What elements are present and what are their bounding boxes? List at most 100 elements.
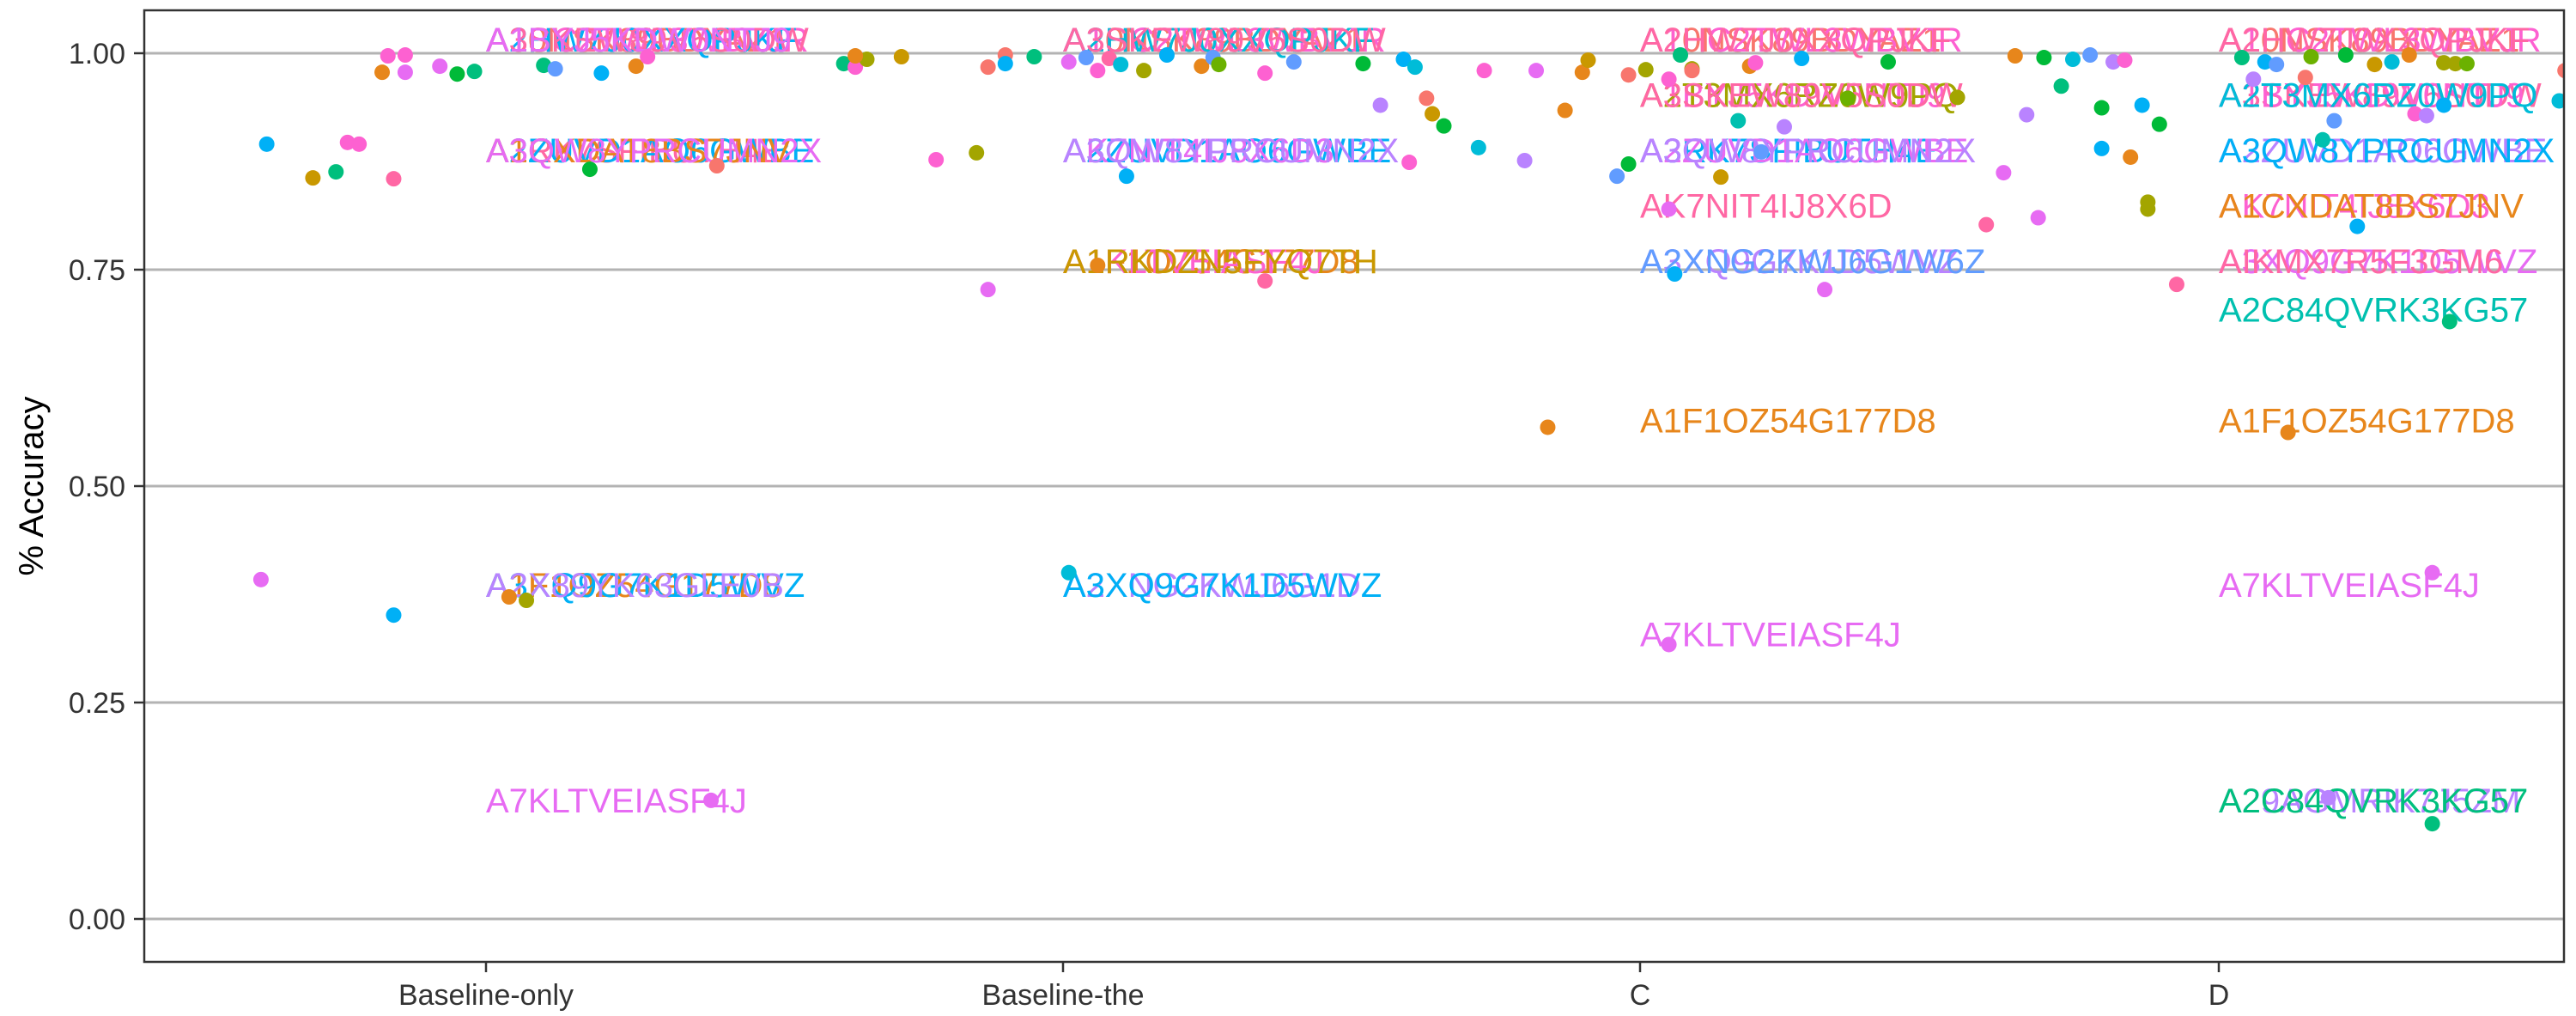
data-point (1978, 216, 1995, 233)
data-point (893, 49, 909, 65)
data-point (2401, 47, 2417, 64)
outlier-label: A1BYJ5KDW0NTJ9 (486, 21, 792, 59)
data-point (1211, 57, 1227, 73)
data-point (1667, 266, 1683, 283)
data-point (1516, 152, 1533, 168)
data-point (1285, 54, 1302, 70)
data-point (1540, 419, 1556, 435)
data-point (1949, 89, 1965, 106)
data-point (2117, 52, 2133, 69)
data-point (386, 171, 402, 187)
data-point (2303, 49, 2319, 65)
data-point (501, 589, 517, 605)
data-point (380, 48, 396, 64)
data-point (980, 282, 996, 298)
data-point (2320, 789, 2336, 806)
y-axis-title: % Accuracy (13, 397, 51, 576)
data-point (2245, 71, 2262, 88)
data-point (2384, 54, 2400, 70)
outlier-label: AK7NIT4IJ8X6D (1640, 187, 1892, 225)
data-point (1060, 564, 1077, 581)
data-points (252, 47, 2564, 832)
data-point (1620, 156, 1637, 173)
data-point (1372, 97, 1388, 113)
outlier-label: A3XQ9G7K1D5WVZ (1640, 243, 1959, 281)
data-point (1609, 168, 1625, 185)
data-point (2019, 106, 2035, 123)
data-point (1194, 58, 1210, 75)
data-point (1684, 63, 1700, 79)
outlier-label: A1RKDZN5FYQ7TH (1063, 243, 1378, 281)
x-tick-label: D (2208, 979, 2230, 1012)
data-point (1996, 165, 2012, 181)
data-point (2269, 57, 2285, 73)
outlier-label: A3XQ9G7K1D5WVZ (486, 567, 805, 605)
data-point (2418, 107, 2434, 124)
data-point (1794, 51, 1810, 67)
outlier-label: A2X89YK63GLE0B (486, 567, 784, 605)
data-point (1078, 50, 1094, 66)
data-point (1839, 90, 1856, 106)
data-point (1090, 257, 1106, 273)
outlier-label: A2HW7J0XXQPJKF (2219, 21, 2530, 59)
outlier-label: A2C84QVRK3KG57 (2219, 782, 2528, 820)
outlier-label: A3XQ9G7K1D5WVZ (1063, 567, 1382, 605)
data-point (1118, 168, 1134, 185)
outlier-label: A1HC2TWL3WBVJR (1063, 21, 1386, 59)
outlier-label: A29AGMRIK7J5ZM (2219, 782, 2520, 820)
data-point (252, 571, 269, 587)
data-point (1419, 90, 1435, 106)
x-tick-label: Baseline-the (981, 979, 1144, 1012)
data-point (2407, 106, 2423, 122)
data-point (2557, 63, 2564, 79)
data-point (703, 792, 720, 808)
outlier-label: A2T3MX6RZ0W9PQ (1640, 76, 1959, 114)
outlier-label: A2XNG2KWJ6G1W6Z (1640, 243, 1985, 281)
data-point (1747, 55, 1764, 71)
x-tick-label: Baseline-only (398, 979, 574, 1012)
data-point (1713, 169, 1729, 186)
outlier-label: A2T3MX6RZ0W9PQ (2219, 76, 2537, 114)
data-point (2093, 140, 2110, 156)
outlier-label: A3SKEW89V5S0DW (1640, 76, 1963, 114)
data-point (1661, 636, 1677, 653)
data-point (997, 56, 1013, 72)
data-point (2168, 277, 2184, 293)
data-point (2280, 424, 2296, 441)
data-point (305, 170, 321, 186)
data-point (1425, 106, 1441, 122)
data-point (2093, 100, 2110, 116)
data-point (1158, 47, 1175, 64)
data-point (2314, 131, 2330, 148)
data-point (2053, 78, 2069, 94)
data-point (1026, 49, 1042, 65)
data-point (2441, 313, 2458, 330)
data-point (351, 136, 368, 152)
outlier-label: A3QW8YPRCUMN2X (1640, 132, 1976, 170)
outlier-label: A3QW8YPRCUMN2X (486, 132, 822, 170)
y-tick-label: 0.75 (69, 254, 125, 287)
data-point (397, 47, 413, 64)
data-point (547, 61, 563, 77)
data-point (1257, 65, 1273, 82)
data-point (339, 134, 355, 150)
data-point (1673, 47, 1689, 64)
data-point (2151, 116, 2167, 132)
data-point (1401, 155, 1418, 171)
data-point (1580, 52, 1596, 69)
outlier-label: A1KLTVEIASF4J (1063, 243, 1324, 281)
data-point (466, 64, 483, 80)
data-point (2366, 57, 2383, 73)
data-point (2233, 50, 2250, 66)
data-point (1090, 63, 1106, 79)
outlier-label: A3QW8YPRCUMN2X (1063, 132, 1399, 170)
data-point (2424, 564, 2440, 581)
outlier-label: A2ZUVD1AO6GWBE (1640, 132, 1968, 170)
axes: 0.00 0.25 0.50 0.75 1.00 Baseline-only Baselin… (69, 38, 2229, 1012)
data-point (2134, 97, 2150, 113)
data-point (2349, 218, 2366, 234)
x-tick-label: C (1630, 979, 1651, 1012)
data-point (1661, 201, 1677, 217)
data-point (2105, 54, 2122, 70)
